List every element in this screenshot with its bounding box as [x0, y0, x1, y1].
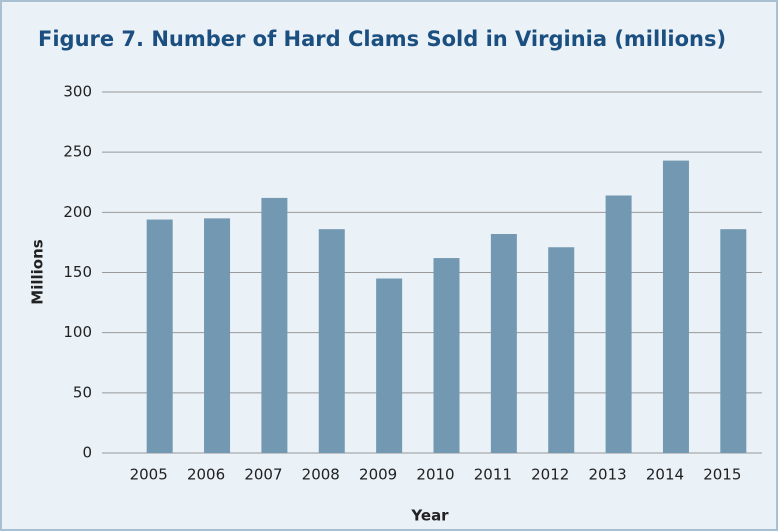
bar: [376, 278, 403, 453]
bar: [146, 219, 173, 453]
x-tick-label: 2006: [187, 466, 225, 484]
bar: [204, 218, 231, 453]
x-tick-label: 2009: [359, 466, 397, 484]
y-tick-label: 250: [63, 143, 92, 161]
y-tick-label: 300: [63, 83, 92, 101]
y-tick-label: 150: [63, 263, 92, 281]
bar: [662, 160, 689, 453]
x-tick-label: 2013: [588, 466, 626, 484]
y-axis-label: Millions: [29, 239, 47, 304]
x-tick-label: 2005: [130, 466, 168, 484]
y-tick-label: 200: [63, 203, 92, 221]
bar: [318, 229, 345, 453]
bar: [261, 197, 288, 453]
bar: [433, 258, 460, 453]
chart-title: Figure 7. Number of Hard Clams Sold in V…: [38, 27, 726, 51]
bar: [720, 229, 747, 453]
y-tick-label: 100: [63, 323, 92, 341]
bar: [605, 195, 632, 453]
x-tick-label: 2007: [244, 466, 282, 484]
x-axis-label: Year: [410, 507, 449, 525]
y-tick-label: 0: [82, 444, 92, 462]
x-tick-label: 2008: [302, 466, 340, 484]
x-tick-label: 2012: [531, 466, 569, 484]
x-tick-label: 2014: [646, 466, 684, 484]
x-tick-label: 2015: [703, 466, 741, 484]
x-tick-label: 2011: [474, 466, 512, 484]
x-tick-label: 2010: [416, 466, 454, 484]
bar: [548, 247, 575, 453]
bar: [490, 233, 517, 453]
y-tick-label: 50: [73, 383, 92, 401]
